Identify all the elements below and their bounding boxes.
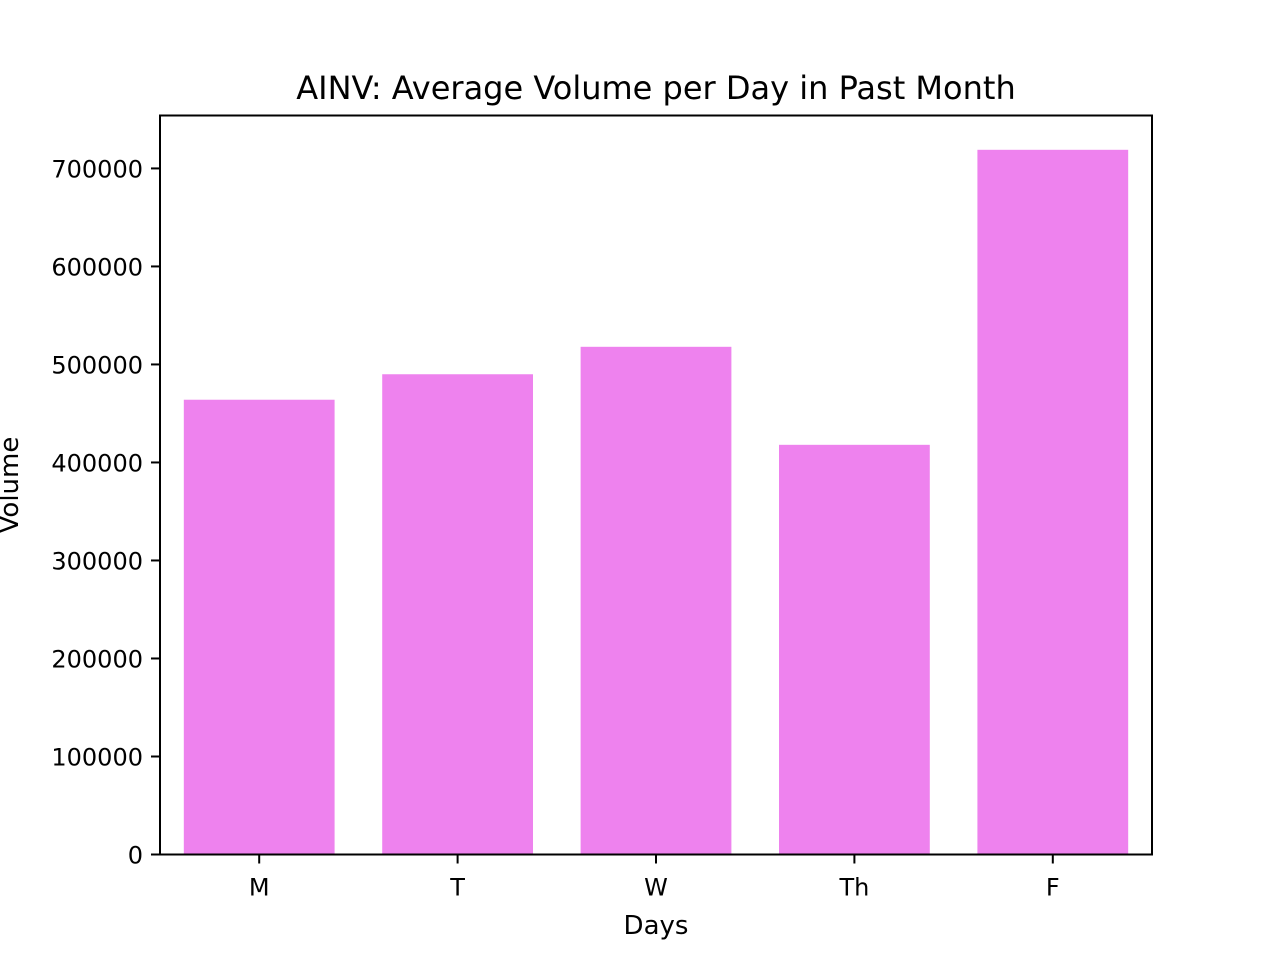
y-tick-label: 200000	[51, 645, 143, 673]
bar-m	[183, 399, 335, 855]
y-tick-label: 400000	[51, 449, 143, 477]
y-axis-ticks: 0 100000 200000 300000 400000 500000 600000 700…	[51, 155, 160, 870]
bars-group	[183, 149, 1129, 855]
bar-f	[977, 149, 1129, 855]
x-tick-label: W	[644, 874, 668, 902]
x-tick-label: Th	[838, 874, 869, 902]
x-axis-label: Days	[624, 911, 689, 941]
bar-th	[779, 444, 930, 855]
bar-w	[580, 346, 732, 855]
y-tick-label: 100000	[51, 743, 143, 771]
y-tick-label: 0	[128, 842, 143, 870]
plot-frame	[159, 114, 1153, 856]
x-tick-label: T	[449, 874, 465, 902]
x-axis-ticks: M T W Th F	[249, 854, 1060, 902]
y-tick-label: 600000	[51, 253, 143, 281]
chart-title: AINV: Average Volume per Day in Past Mon…	[296, 69, 1015, 107]
bar-t	[382, 374, 533, 855]
x-tick-label: M	[249, 874, 270, 902]
x-tick-label: F	[1046, 874, 1060, 902]
y-tick-label: 500000	[51, 351, 143, 379]
y-tick-label: 300000	[51, 547, 143, 575]
y-tick-label: 700000	[51, 155, 143, 183]
y-axis-label: Volume	[0, 437, 25, 534]
